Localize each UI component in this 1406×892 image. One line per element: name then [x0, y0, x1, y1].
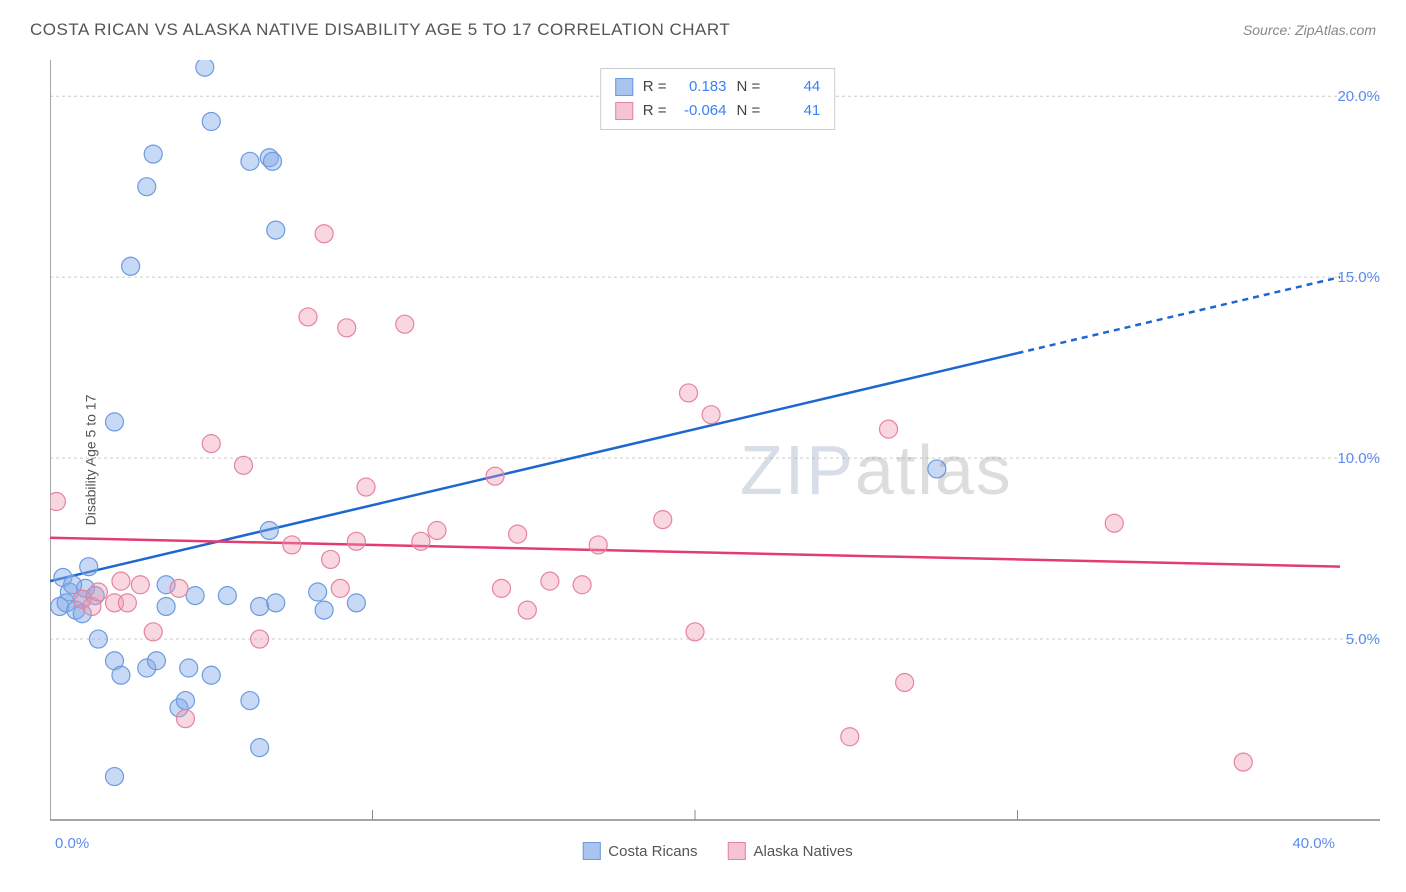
svg-text:40.0%: 40.0% [1292, 835, 1335, 852]
swatch-costa-rican [615, 78, 633, 96]
r-value-0: 0.183 [677, 75, 727, 99]
r-label-0: R = [643, 75, 667, 99]
r-value-1: -0.064 [677, 99, 727, 123]
chart-container: Disability Age 5 to 17 5.0%10.0%15.0%20.… [50, 60, 1385, 860]
stats-legend: R = 0.183 N = 44 R = -0.064 N = 41 [600, 68, 836, 130]
svg-text:10.0%: 10.0% [1337, 450, 1380, 467]
n-value-1: 41 [770, 99, 820, 123]
chart-title: COSTA RICAN VS ALASKA NATIVE DISABILITY … [30, 20, 730, 40]
legend-item-costa-ricans: Costa Ricans [582, 842, 697, 860]
legend-swatch-costa-ricans [582, 842, 600, 860]
legend-item-alaska-natives: Alaska Natives [727, 842, 852, 860]
swatch-alaska-native [615, 102, 633, 120]
n-label-0: N = [737, 75, 761, 99]
bottom-legend: Costa Ricans Alaska Natives [582, 842, 852, 860]
legend-label-costa-ricans: Costa Ricans [608, 843, 697, 860]
r-label-1: R = [643, 99, 667, 123]
svg-text:20.0%: 20.0% [1337, 88, 1380, 105]
svg-text:15.0%: 15.0% [1337, 269, 1380, 286]
stats-row-alaska-native: R = -0.064 N = 41 [615, 99, 821, 123]
n-label-1: N = [737, 99, 761, 123]
legend-swatch-alaska-natives [727, 842, 745, 860]
legend-label-alaska-natives: Alaska Natives [753, 843, 852, 860]
scatter-plot: 5.0% 10.0% 15.0% 20.0% 0.0% 40.0% [50, 60, 1385, 860]
chart-header: COSTA RICAN VS ALASKA NATIVE DISABILITY … [0, 0, 1406, 50]
n-value-0: 44 [770, 75, 820, 99]
chart-source: Source: ZipAtlas.com [1243, 22, 1376, 38]
svg-text:0.0%: 0.0% [55, 835, 89, 852]
svg-text:5.0%: 5.0% [1346, 631, 1380, 648]
stats-row-costa-rican: R = 0.183 N = 44 [615, 75, 821, 99]
